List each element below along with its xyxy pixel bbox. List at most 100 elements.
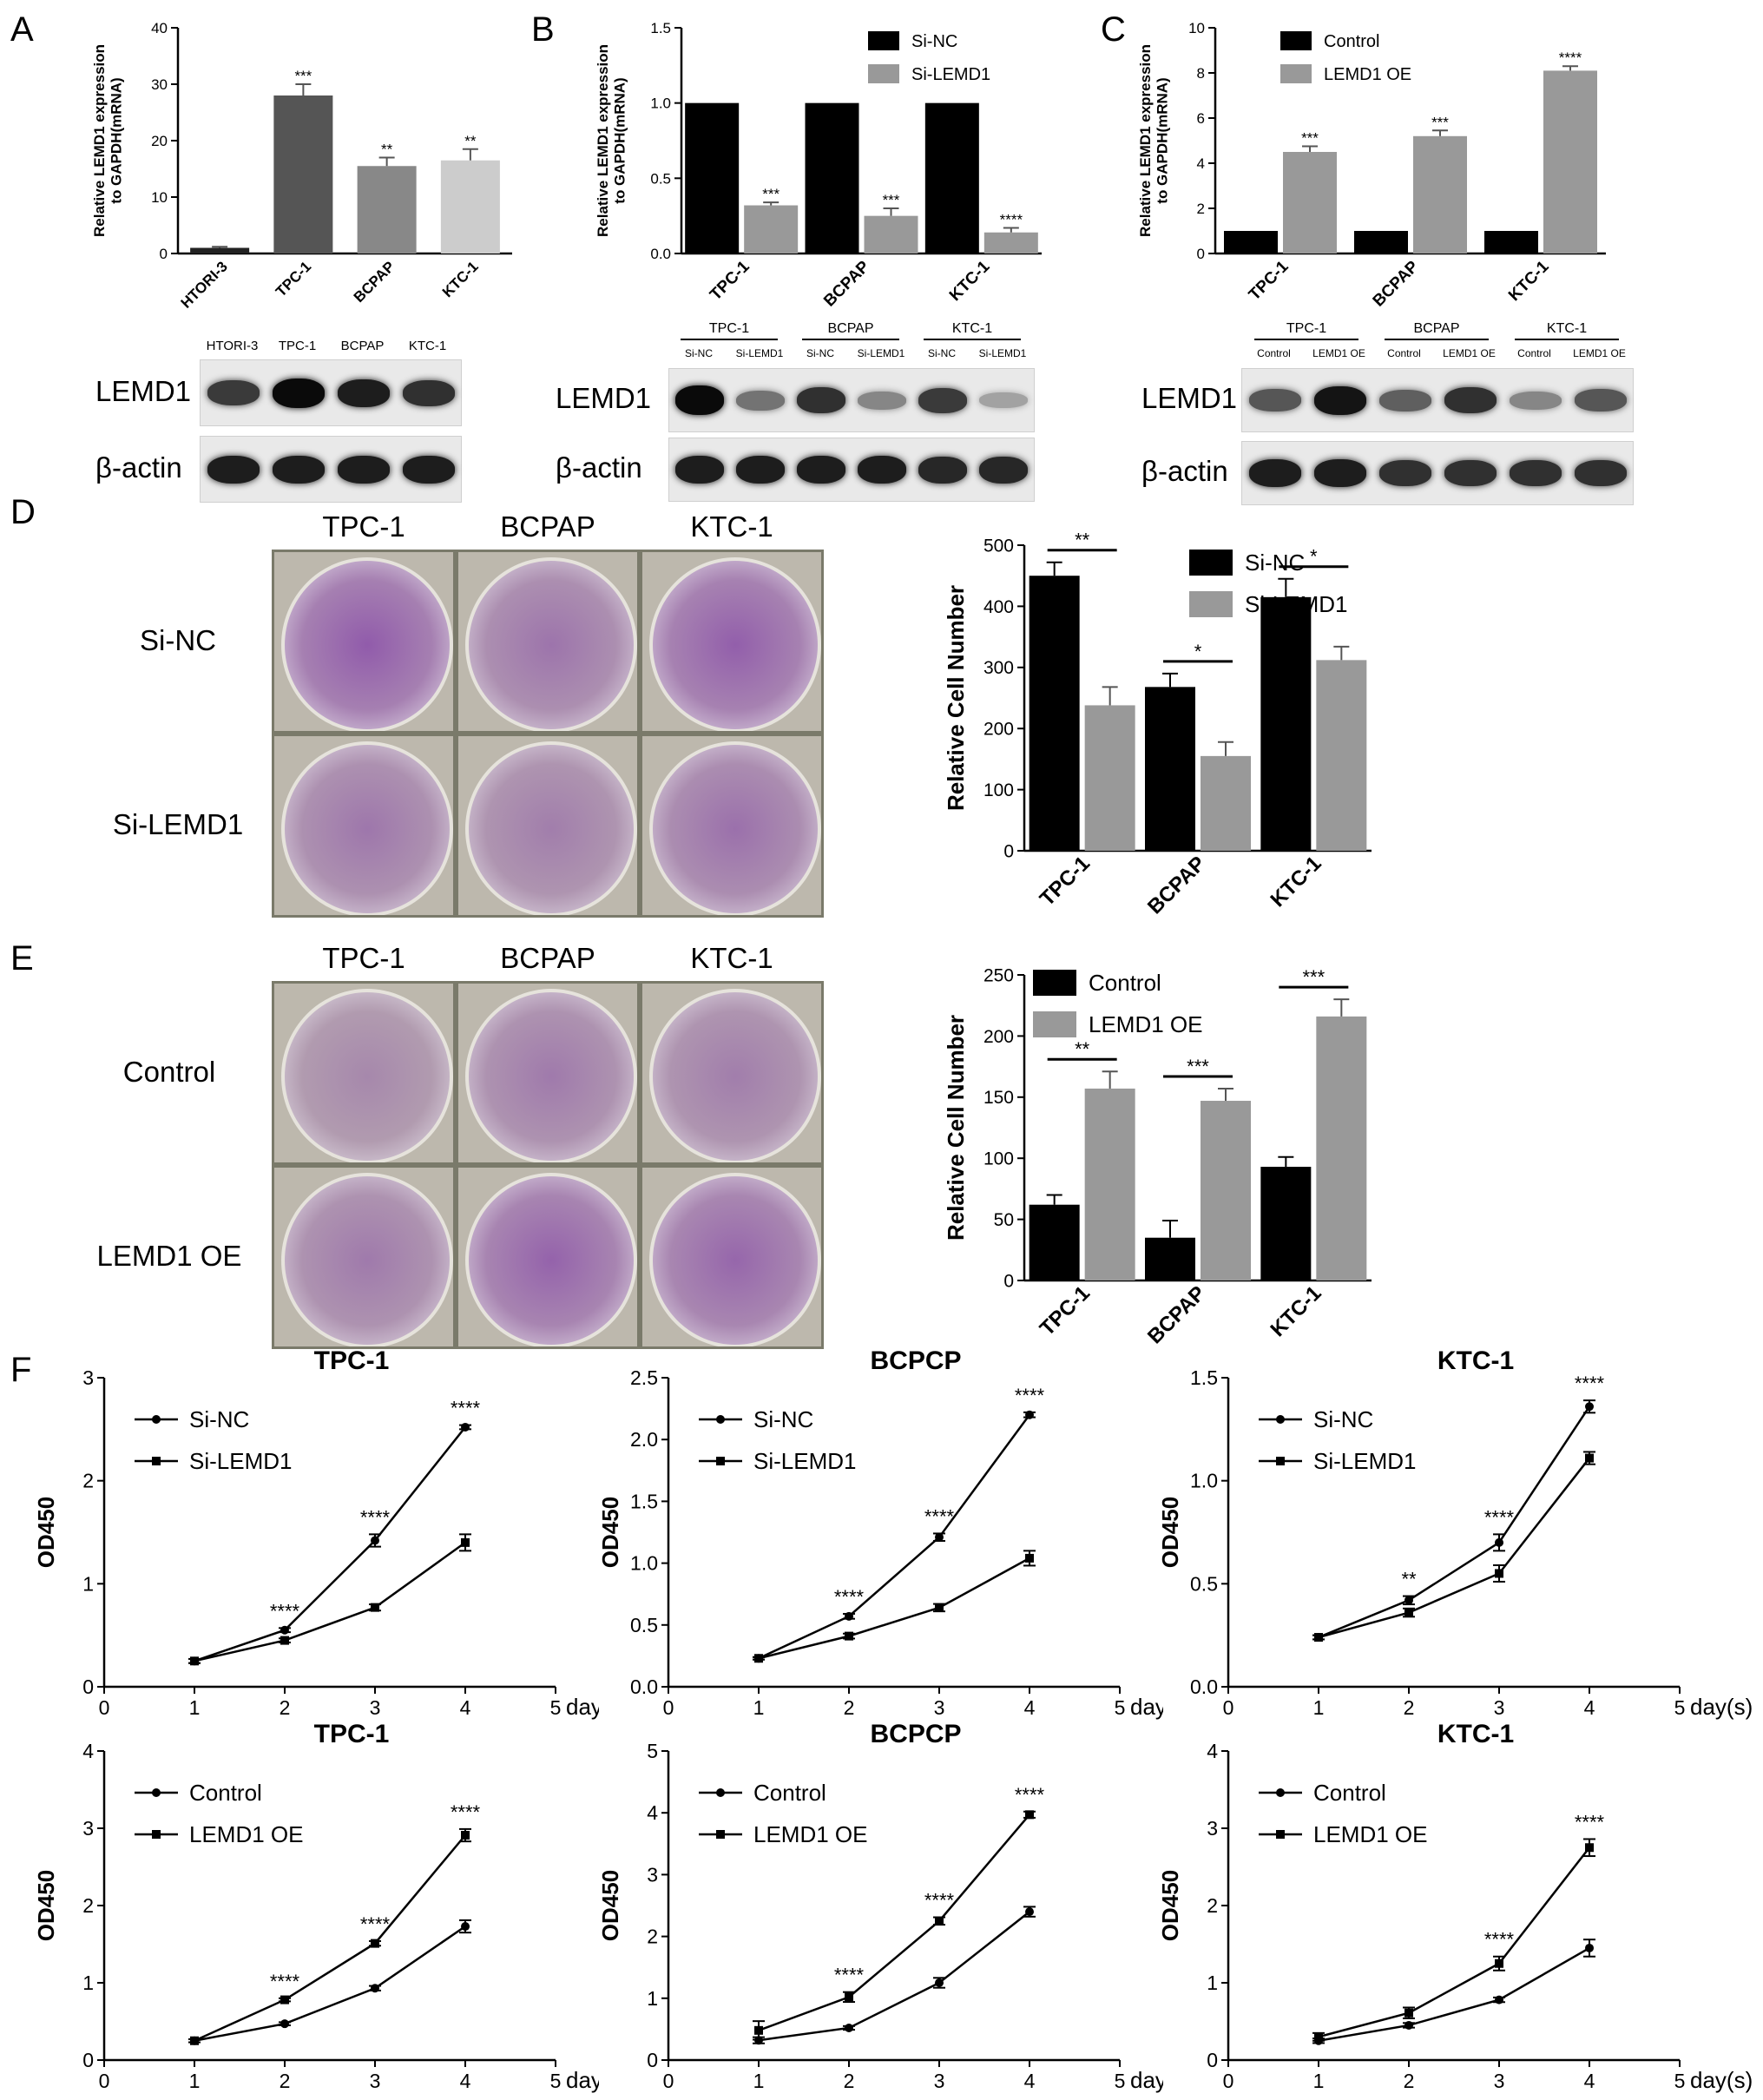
- data-point: [280, 2019, 289, 2029]
- blot-band: [1313, 385, 1366, 415]
- data-point: [754, 2025, 763, 2035]
- blot-band: [979, 456, 1028, 484]
- blot-band: [337, 455, 390, 484]
- y-axis-label: OD450: [599, 1497, 623, 1568]
- culture-dish: [465, 741, 637, 915]
- y-tick-label: 1.5: [1190, 1366, 1218, 1389]
- panel-label-c: C: [1101, 10, 1126, 49]
- y-tick-label: 0: [160, 246, 168, 262]
- blot-band: [402, 455, 455, 484]
- blot-band: [1313, 459, 1366, 487]
- data-point: [461, 1537, 470, 1547]
- plate-row-label: Control: [122, 1056, 216, 1088]
- data-point: [935, 1603, 944, 1612]
- culture-dish: [281, 1173, 453, 1346]
- legend-label: Si-NC: [1313, 1406, 1373, 1432]
- x-tick-label: TPC-1: [1036, 852, 1095, 911]
- y-tick-label: 10: [151, 189, 168, 206]
- significance-stars: ***: [1187, 1056, 1209, 1077]
- plate-well: [274, 736, 453, 915]
- data-point: [190, 2036, 199, 2045]
- x-tick-label: TPC-1: [707, 257, 753, 304]
- blot-band: [1378, 460, 1431, 486]
- significance-stars: ***: [1431, 114, 1449, 130]
- plate-well: [458, 552, 637, 731]
- x-tick-label: 2: [280, 1696, 291, 1719]
- blot-membrane: [200, 436, 462, 503]
- bar-lemd1-oe: [1316, 1016, 1367, 1280]
- y-axis-label: OD450: [35, 1870, 59, 1941]
- x-tick-label: 5: [1115, 1696, 1126, 1719]
- y-tick-label: 2: [82, 1470, 94, 1492]
- x-axis-label: day(s): [566, 2067, 599, 2093]
- significance-stars: *: [1310, 546, 1318, 568]
- x-tick-label: 5: [550, 2070, 562, 2092]
- y-tick-label: 0.0: [1190, 1675, 1218, 1698]
- y-tick-label: 1.0: [630, 1552, 658, 1575]
- x-tick-label: 1: [1313, 1696, 1325, 1719]
- blot-group-label: KTC-1: [951, 321, 993, 336]
- y-tick-label: 0.5: [650, 170, 671, 187]
- bar-si-lemd1: [864, 215, 918, 253]
- significance-stars: ****: [1575, 1373, 1605, 1394]
- bar-si-nc: [924, 102, 979, 254]
- blot-membrane: [668, 438, 1035, 502]
- plate-well: [458, 984, 637, 1162]
- plate-column-label: KTC-1: [690, 510, 773, 543]
- y-axis-label: OD450: [35, 1497, 59, 1568]
- x-tick-label: BCPAP: [1143, 852, 1210, 918]
- bar-lemd1-oe: [1413, 135, 1467, 253]
- legend-label: LEMD1 OE: [189, 1821, 304, 1847]
- x-tick-label: 1: [753, 1696, 765, 1719]
- y-tick-label: 0: [647, 2049, 658, 2071]
- chart-f6: KTC-1 0 1 2 3 4 0 1 2 3 4 5 day(s) OD450 **** **** Contr…: [1159, 1723, 1753, 2093]
- y-axis-label-line: to GAPDH(mRNA): [109, 77, 125, 203]
- y-tick-label: 8: [1197, 65, 1205, 82]
- legend-marker: [716, 1830, 725, 1839]
- blot-membrane: [1241, 368, 1634, 432]
- series-line-si-lemd1: [194, 1541, 466, 1662]
- bar-tpc-1: [273, 95, 333, 253]
- x-tick-label: 3: [934, 1696, 945, 1719]
- blot-band: [918, 456, 967, 484]
- y-tick-label: 250: [983, 965, 1014, 985]
- culture-dish: [281, 557, 453, 731]
- blot-band: [797, 456, 845, 484]
- culture-dish: [649, 741, 821, 915]
- blot-lane-label: LEMD1 OE: [1443, 347, 1496, 359]
- y-tick-label: 200: [983, 1027, 1014, 1047]
- blot-row-label: β-actin: [95, 451, 182, 484]
- culture-dish: [649, 1173, 821, 1346]
- y-tick-label: 2.0: [630, 1428, 658, 1451]
- legend-label: Si-NC: [1245, 550, 1305, 576]
- x-tick-label: 2: [280, 2070, 291, 2092]
- y-tick-label: 1.0: [650, 95, 671, 112]
- legend-swatch: [1189, 550, 1233, 576]
- colony-plates-e: TPC-1 BCPAP KTC-1 Control LEMD1 OE: [87, 942, 851, 1350]
- x-tick-label: 4: [1584, 2070, 1595, 2092]
- legend-swatch: [1280, 64, 1312, 83]
- significance-stars: ****: [360, 1506, 391, 1528]
- blot-row-label: LEMD1: [95, 374, 192, 407]
- significance-stars: **: [1401, 1569, 1417, 1590]
- x-tick-label: 2: [844, 1696, 855, 1719]
- blot-group-label: TPC-1: [708, 321, 750, 336]
- x-tick-label: BCPAP: [351, 258, 398, 306]
- bar-si-nc: [685, 102, 740, 254]
- blot-row-label: β-actin: [556, 451, 642, 484]
- blot-a: HTORI-3 TPC-1 BCPAP KTC-1 LEMD1 β-actin: [87, 339, 462, 504]
- data-point: [1495, 1537, 1503, 1547]
- y-axis-label: Relative LEMD1 expressionto GAPDH(mRNA): [1137, 44, 1171, 237]
- plate-grid: [272, 981, 824, 1349]
- blot-group-line: [924, 339, 1021, 340]
- significance-stars: ****: [270, 1600, 300, 1622]
- data-point: [1495, 1569, 1503, 1578]
- y-axis-label: Relative Cell Number: [943, 585, 969, 811]
- y-tick-label: 0.5: [1190, 1572, 1218, 1595]
- x-tick-label: 0: [663, 2070, 674, 2092]
- y-axis-label-line: to GAPDH(mRNA): [1155, 77, 1171, 203]
- chart-a: 0 10 20 30 40 Relative LEMD1 expressionto GAP…: [91, 20, 512, 312]
- data-point: [190, 1656, 199, 1666]
- x-tick-label: 2: [1404, 2070, 1415, 2092]
- blot-band: [207, 380, 260, 405]
